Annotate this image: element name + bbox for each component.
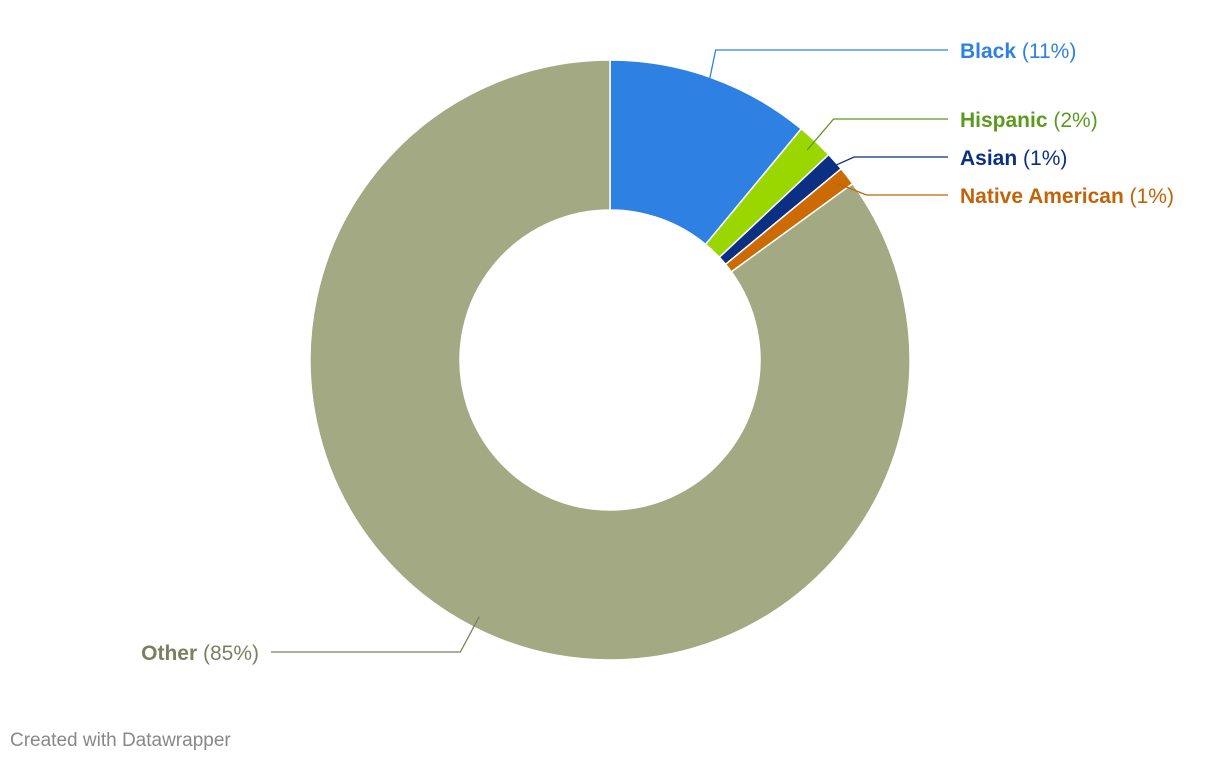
- label-other: Other (85%): [141, 642, 259, 665]
- label-black: Black (11%): [960, 40, 1076, 63]
- donut-slices: [309, 59, 911, 661]
- label-asian: Asian (1%): [960, 147, 1067, 170]
- label-percent-black: (11%): [1016, 40, 1076, 63]
- leader-lines: [271, 49, 948, 653]
- label-name-other: Other: [141, 642, 197, 665]
- leader-line-hispanic: [806, 118, 948, 151]
- label-native-american: Native American (1%): [960, 185, 1174, 208]
- leader-line-black: [706, 49, 948, 90]
- leader-line-asian: [825, 156, 948, 171]
- label-percent-native-american: (1%): [1124, 185, 1174, 208]
- label-hispanic: Hispanic (2%): [960, 109, 1098, 132]
- label-percent-hispanic: (2%): [1048, 109, 1098, 132]
- label-name-hispanic: Hispanic: [960, 109, 1048, 132]
- label-name-native-american: Native American: [960, 185, 1124, 208]
- label-name-asian: Asian: [960, 147, 1017, 170]
- label-percent-other: (85%): [197, 642, 259, 665]
- slice-labels: Black (11%)Hispanic (2%)Asian (1%)Native…: [141, 40, 1174, 665]
- leader-line-native-american: [837, 182, 948, 196]
- label-percent-asian: (1%): [1017, 147, 1067, 170]
- footer-credit[interactable]: Created with Datawrapper: [10, 730, 231, 751]
- leader-line-other: [271, 616, 480, 653]
- label-name-black: Black: [960, 40, 1016, 63]
- slice-other[interactable]: [309, 59, 911, 661]
